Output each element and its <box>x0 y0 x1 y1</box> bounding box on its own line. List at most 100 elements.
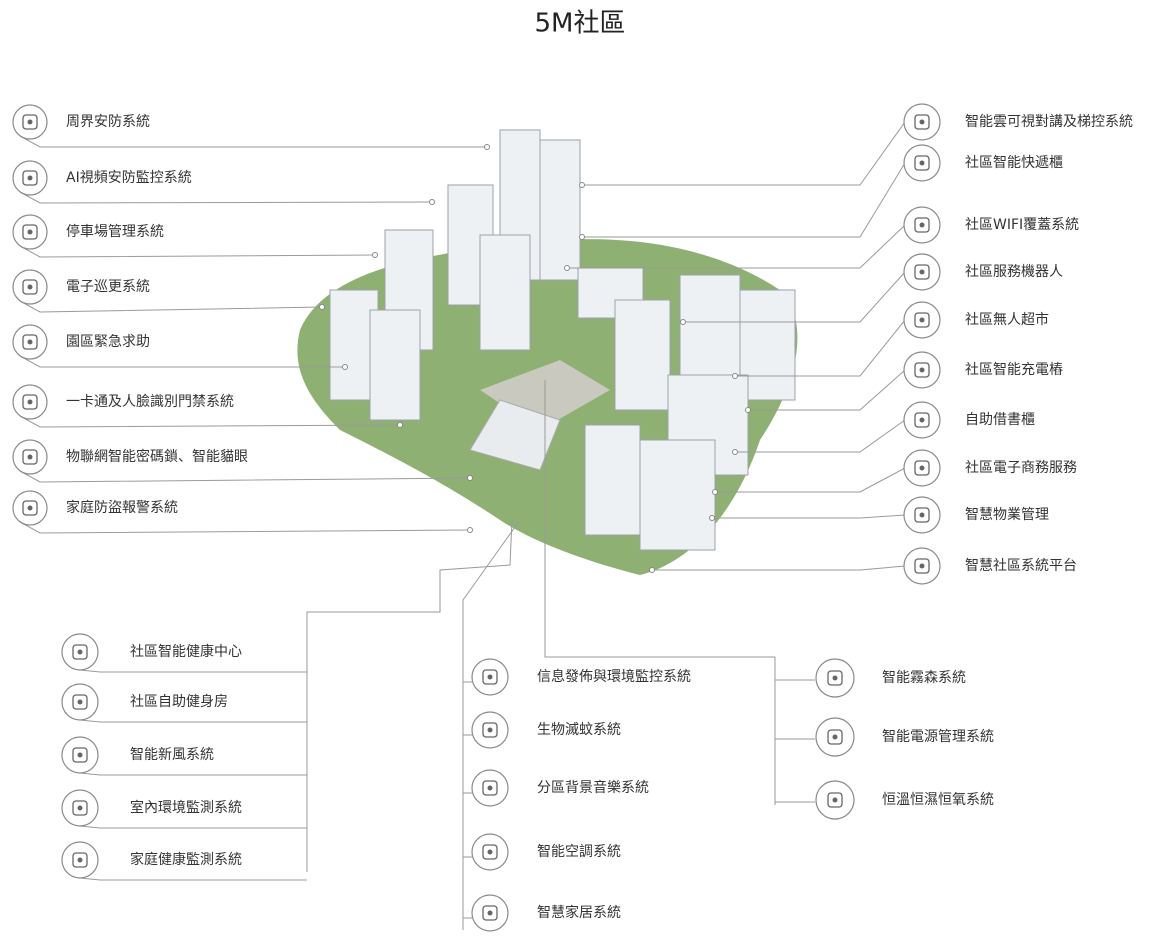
connector-dot <box>710 516 715 521</box>
icon <box>904 548 940 584</box>
right-item-label: 智慧物業管理 <box>965 507 1049 523</box>
connector-line <box>20 522 470 533</box>
connector-dot <box>713 490 718 495</box>
bottom-right-label: 智能電源管理系統 <box>882 729 994 745</box>
icon <box>904 145 940 181</box>
bottom-middle-label: 智慧家居系統 <box>537 904 621 921</box>
icon <box>472 712 508 748</box>
left-item-label: 家庭防盜報警系統 <box>66 499 178 516</box>
icon-glyph-dot <box>920 270 925 275</box>
connector-line <box>80 670 307 672</box>
icon <box>904 450 940 486</box>
icon <box>62 737 98 773</box>
icon <box>62 790 98 826</box>
icon <box>816 781 854 819</box>
left-item-label: 周界安防系統 <box>66 114 150 130</box>
icon-glyph-dot <box>920 513 925 518</box>
icon <box>62 634 98 670</box>
icon-glyph-dot <box>920 161 925 166</box>
connector-line <box>20 136 487 147</box>
icon <box>904 104 940 140</box>
left-item-label: 一卡通及人臉識別門禁系統 <box>66 394 234 410</box>
icon-glyph-dot <box>920 368 925 373</box>
icon-glyph-dot <box>920 318 925 323</box>
icon-glyph-dot <box>28 120 33 125</box>
right-item-label: 社區WIFI覆蓋系統 <box>965 217 1079 233</box>
connector-dot <box>580 235 585 240</box>
icon <box>472 895 508 931</box>
icon-glyph-dot <box>488 728 493 733</box>
bottom-middle-label: 分區背景音樂系統 <box>537 779 649 796</box>
icon-glyph-dot <box>28 455 33 460</box>
bottom-middle-label: 信息發佈與環境監控系統 <box>537 668 691 685</box>
icon <box>472 659 508 695</box>
connector-dot <box>485 145 490 150</box>
icon-glyph-dot <box>28 340 33 345</box>
icon-glyph-dot <box>28 176 33 181</box>
connector-dot <box>430 200 435 205</box>
connector-dot <box>650 568 655 573</box>
icon <box>13 440 47 474</box>
icon-glyph-dot <box>920 564 925 569</box>
icon <box>904 302 940 338</box>
bottom-left-label: 智能新風系統 <box>130 747 214 763</box>
connector-line <box>20 246 375 257</box>
right-item-label: 智慧社區系統平台 <box>965 558 1077 574</box>
icon-glyph-dot <box>78 806 83 811</box>
connector-line <box>652 566 905 570</box>
icon <box>13 325 47 359</box>
connector-line <box>582 163 905 237</box>
connector-line <box>20 301 322 312</box>
connector-dot <box>373 253 378 258</box>
icon-glyph-dot <box>28 285 33 290</box>
icon-glyph-dot <box>78 858 83 863</box>
connector-line <box>712 515 905 518</box>
left-item-label: 電子巡更系統 <box>66 279 150 295</box>
icon-glyph-dot <box>920 418 925 423</box>
left-item-label: 停車場管理系統 <box>66 223 164 240</box>
bottom-right-label: 智能霧森系統 <box>882 670 966 686</box>
icon <box>13 270 47 304</box>
title: 5M社區 <box>535 9 626 39</box>
icon-glyph-dot <box>920 120 925 125</box>
connector-line <box>20 192 432 203</box>
icon <box>472 834 508 870</box>
connector-line <box>307 520 512 872</box>
right-item-label: 社區無人超市 <box>965 311 1049 328</box>
icon-glyph-dot <box>920 223 925 228</box>
connector-dot <box>343 365 348 370</box>
right-item-label: 社區服務機器人 <box>965 264 1063 280</box>
left-item-label: AI視頻安防監控系統 <box>66 169 192 186</box>
icon-glyph-dot <box>833 676 838 681</box>
bottom-left-label: 社區自助健身房 <box>130 694 228 710</box>
right-item-label: 社區智能快遞櫃 <box>965 155 1063 171</box>
icon <box>904 402 940 438</box>
icon <box>816 718 854 756</box>
connector-dot <box>565 266 570 271</box>
right-item-label: 社區智能充電樁 <box>965 361 1063 378</box>
icon-glyph-dot <box>833 798 838 803</box>
connector-line <box>80 720 307 722</box>
left-item-label: 園區緊急求助 <box>66 334 150 350</box>
connector-line <box>80 773 307 775</box>
connector-dot <box>468 528 473 533</box>
connector-dot <box>733 450 738 455</box>
icon <box>13 161 47 195</box>
connector-dot <box>681 320 686 325</box>
connector-dot <box>746 408 751 413</box>
icon <box>13 215 47 249</box>
bottom-left-label: 家庭健康監測系統 <box>130 851 242 868</box>
icon <box>904 254 940 290</box>
connector-line <box>582 122 905 185</box>
icon-glyph-dot <box>488 786 493 791</box>
diagram: 5M社區 周界安防系統 AI視頻安防監控系統停車場管理系統電子巡更系統園區緊急求助… <box>0 0 1161 941</box>
connector-dot <box>468 476 473 481</box>
icon <box>904 497 940 533</box>
connector-line <box>80 878 307 880</box>
icon <box>62 684 98 720</box>
icon <box>904 352 940 388</box>
icon <box>472 770 508 806</box>
icon-glyph-dot <box>833 735 838 740</box>
icon-glyph-dot <box>28 400 33 405</box>
icon <box>904 207 940 243</box>
